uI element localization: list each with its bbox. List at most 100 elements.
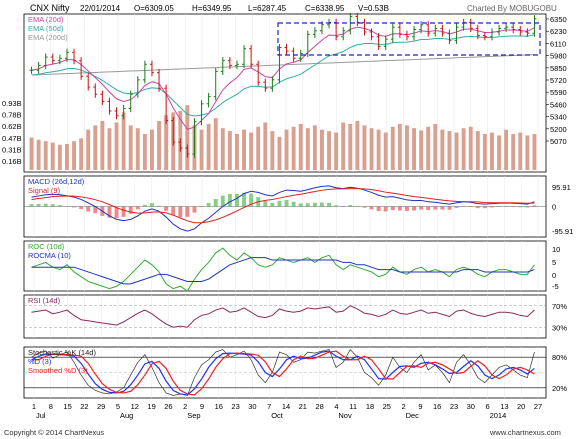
volume-bar: [242, 129, 246, 170]
macd-line: [31, 185, 535, 232]
volume-bar: [390, 126, 395, 170]
x-tick-label: 20: [517, 402, 525, 411]
macd-histogram-bar: [249, 193, 254, 207]
legend-roc: ROC (10d): [28, 242, 65, 251]
macd-histogram-bar: [369, 206, 374, 210]
volume-y-tick: 0.47B: [2, 134, 22, 143]
stoch-smoothed-d-line: [31, 350, 535, 396]
macd-histogram-bar: [220, 195, 225, 207]
macd-histogram-bar: [525, 206, 530, 208]
volume-bar: [355, 121, 360, 170]
volume-bar: [362, 125, 367, 170]
x-tick-label: 18: [366, 402, 374, 411]
macd-histogram-bar: [121, 206, 126, 217]
volume-bar: [284, 129, 289, 170]
volume-y-tick: 0.93B: [2, 99, 22, 108]
stoch-y-tick: 20%: [552, 384, 567, 393]
consolidation-box: [277, 22, 541, 56]
legend-stoch-d: %D (3): [28, 357, 52, 366]
volume-bar: [461, 128, 466, 170]
x-tick-label: 28: [315, 402, 323, 411]
volume-bar: [291, 126, 296, 170]
legend-rocma: ROCMA (10): [28, 251, 71, 260]
x-tick-label: 9: [418, 402, 422, 411]
x-month-label: Jul: [36, 411, 46, 420]
macd-histogram-bar: [291, 201, 296, 207]
macd-histogram-bar: [320, 202, 324, 207]
volume-bar: [107, 128, 112, 170]
volume-bar: [433, 123, 438, 170]
rsi-panel: [23, 294, 547, 339]
macd-histogram-bar: [454, 206, 459, 208]
macd-histogram-bar: [284, 199, 289, 207]
macd-histogram-bar: [185, 206, 190, 217]
macd-histogram-bar: [532, 205, 537, 207]
x-tick-label: 8: [49, 402, 53, 411]
volume-bar: [72, 141, 76, 170]
macd-histogram-bar: [50, 204, 55, 207]
volume-bar: [405, 125, 409, 170]
volume-bar: [482, 133, 487, 170]
macd-histogram-bar: [362, 206, 367, 208]
macd-histogram-bar: [298, 203, 303, 207]
volume-bar: [164, 115, 169, 170]
macd-histogram-bar: [376, 206, 381, 211]
volume-bar: [511, 133, 516, 170]
price-y-tick: 6110: [550, 39, 566, 48]
macd-histogram-bar: [43, 203, 48, 207]
volume-bar: [79, 138, 84, 170]
volume-bar: [235, 133, 239, 170]
x-month-label: Oct: [271, 411, 284, 420]
header-volume: V=0.53B: [358, 4, 389, 13]
x-tick-label: 21: [299, 402, 307, 411]
x-tick-label: 19: [147, 402, 155, 411]
ema-200-line: [31, 54, 535, 76]
volume-bar: [426, 126, 431, 170]
volume-bar: [213, 118, 218, 170]
volume-bar: [199, 129, 204, 170]
volume-bar: [121, 112, 126, 170]
x-tick-label: 22: [80, 402, 88, 411]
ema-20-line: [31, 26, 535, 130]
price-y-tick: 5590: [550, 88, 567, 97]
footer-site: www.chartnexus.com: [489, 428, 561, 437]
volume-bar: [334, 132, 339, 170]
macd-histogram-bar: [128, 206, 133, 214]
macd-histogram-bar: [114, 206, 119, 219]
volume-bar: [142, 133, 147, 170]
volume-bar: [57, 144, 62, 170]
price-y-tick: 5070: [550, 137, 567, 146]
x-month-label: 2014: [490, 411, 507, 420]
macd-histogram-bar: [57, 205, 62, 207]
x-month-label: Nov: [338, 411, 352, 420]
macd-histogram-bar: [107, 206, 112, 218]
macd-histogram-bar: [29, 204, 34, 207]
price-y-tick: 5460: [550, 100, 567, 109]
x-tick-label: 7: [267, 402, 271, 411]
header-credit: Charted By MOBUGOBU: [467, 4, 557, 13]
rsi-y-tick: 30%: [552, 323, 567, 332]
macd-histogram-bar: [383, 206, 388, 212]
volume-y-tick: 0.78B: [2, 111, 22, 120]
volume-bar: [227, 131, 232, 170]
x-tick-label: 5: [116, 402, 120, 411]
stoch-d-line: [31, 350, 535, 396]
macd-histogram-bar: [419, 206, 424, 210]
roc-y-tick: 0: [552, 271, 556, 280]
macd-histogram-bar: [86, 206, 91, 212]
legend-macd: MACD (26d,12d): [28, 177, 85, 186]
price-y-tick: 5850: [550, 64, 567, 73]
volume-bar: [150, 129, 154, 170]
legend-stoch-k: Stochastic %K (14d): [28, 348, 96, 357]
macd-histogram-bar: [79, 206, 84, 210]
volume-bar: [249, 132, 254, 170]
volume-bar: [412, 128, 416, 170]
volume-bar: [206, 123, 211, 170]
volume-bar: [135, 128, 140, 170]
volume-bar: [100, 121, 105, 170]
macd-histogram-bar: [327, 202, 331, 207]
roc-legend: ROC (10d) ROCMA (10): [28, 242, 71, 260]
x-tick-label: 29: [97, 402, 105, 411]
volume-bar: [518, 132, 523, 170]
volume-bar: [447, 131, 452, 170]
